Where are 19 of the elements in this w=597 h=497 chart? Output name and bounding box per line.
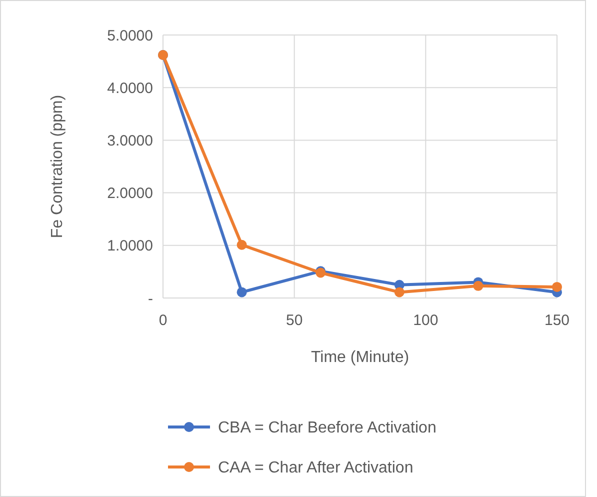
point <box>473 280 484 291</box>
x-axis-title: Time (Minute) <box>310 349 410 366</box>
legend-label: CAA = Char After Activation <box>218 460 414 477</box>
point <box>236 240 247 250</box>
point <box>236 287 247 298</box>
y-tick-label: 4.0000 <box>107 80 153 97</box>
y-axis-title: Fe Contration (ppm) <box>49 94 66 238</box>
point <box>394 287 404 298</box>
x-tick-label: 150 <box>544 312 570 329</box>
y-tick-label: 2.0000 <box>107 185 153 202</box>
x-tick-label: 100 <box>413 312 438 329</box>
legend-label: CBA = Char Beefore Activation <box>218 420 436 437</box>
y-tick-label: 3.0000 <box>107 132 153 150</box>
y-tick-label: 5.0000 <box>107 27 153 44</box>
y-tick-label: 1.0000 <box>107 238 153 255</box>
y-tick-label: - <box>148 290 153 308</box>
x-tick-label: 50 <box>286 312 303 329</box>
point <box>552 282 562 292</box>
x-tick-label: 0 <box>158 312 168 329</box>
